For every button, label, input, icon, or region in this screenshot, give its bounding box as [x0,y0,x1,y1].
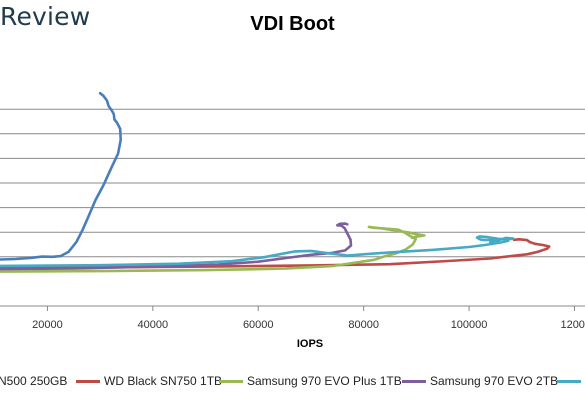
legend-swatch [76,379,100,383]
x-tick-label: 100000 [451,319,488,331]
legend-item-wd-black: WD Black SN750 1TB [76,371,222,391]
series-line-4 [0,235,515,268]
x-axis-label: IOPS [296,338,324,350]
legend-label: WD Black SN750 1TB [104,374,223,388]
legend-item-n500: N500 250GB [0,371,67,391]
legend-swatch [219,379,243,383]
legend-item-970-evo-plus: Samsung 970 EVO Plus 1TB [219,371,402,391]
legend-label: N500 250GB [0,374,68,388]
x-tick-label: 40000 [138,319,169,331]
x-axis-ticks: 20000 40000 60000 80000 100000 12000 [32,306,585,331]
x-tick-label: 80000 [348,319,379,331]
series-line-0 [0,91,122,261]
x-tick-label: 12000 [560,319,585,331]
legend-item-teal [557,371,585,391]
legend-swatch [557,379,581,383]
x-tick-label: 20000 [32,319,63,331]
legend-item-970-evo-2tb: Samsung 970 EVO 2TB [402,371,558,391]
chart-legend: N500 250GB WD Black SN750 1TB Samsung 97… [0,371,585,391]
series-layer [0,91,551,273]
series-line-3 [0,222,353,271]
chart-title: VDI Boot [250,13,335,35]
legend-label: Samsung 970 EVO 2TB [430,374,559,388]
series-line-1 [0,238,551,270]
legend-label: Samsung 970 EVO Plus 1TB [247,374,402,388]
brand-logo-text: Review [0,2,91,31]
legend-swatch [402,379,426,383]
x-tick-label: 60000 [243,319,274,331]
series-line-2 [0,225,426,273]
gridlines [0,108,585,258]
